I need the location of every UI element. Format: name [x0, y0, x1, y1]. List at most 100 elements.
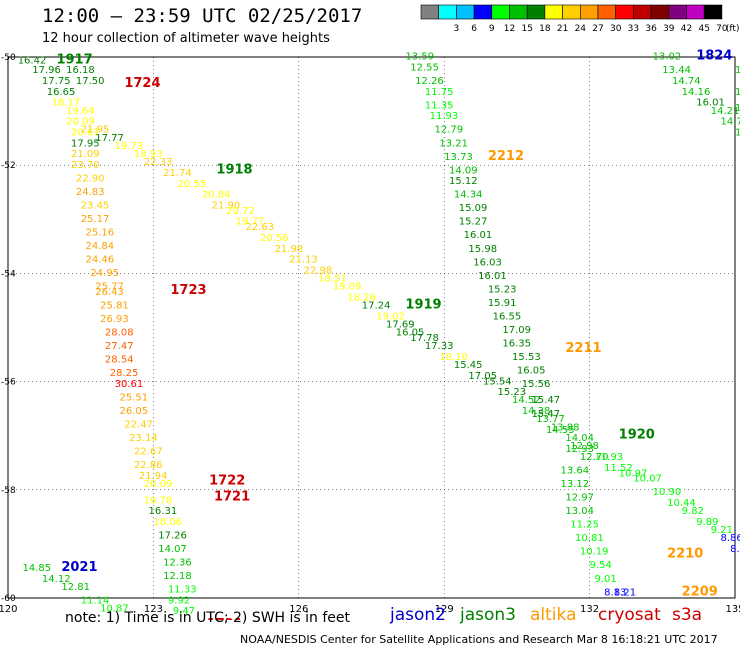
colorbar-label: 30	[610, 24, 622, 34]
swh-reading: 28.08	[105, 328, 134, 339]
swh-reading: 13.36	[735, 87, 740, 98]
swh-reading: 24.46	[86, 255, 115, 266]
swh-reading: 12.98	[570, 441, 599, 452]
swh-reading: 16.55	[493, 311, 522, 322]
swh-reading: 9.92	[168, 595, 190, 606]
colorbar-label: 6	[471, 24, 477, 34]
swh-reading: 15.12	[449, 176, 478, 187]
swh-reading: 22.98	[304, 265, 333, 276]
swh-reading: 11.14	[81, 595, 110, 606]
swh-reading: 11.93	[430, 111, 459, 122]
legend-altika: altika	[530, 605, 577, 625]
swh-reading: 21.90	[212, 200, 241, 211]
altimeter-map: 120 123 126 129 132 135 -50 -52 -54 -56 -58 -60 16.4…	[0, 49, 740, 620]
swh-reading: 14.85	[23, 563, 52, 574]
pass-time-label: 1721	[207, 617, 243, 620]
pass-time-label: 1724	[124, 76, 160, 91]
swh-reading: 21.94	[139, 471, 168, 482]
swh-reading: 23.70	[71, 160, 100, 171]
swh-reading: 24.95	[90, 268, 119, 279]
swh-reading: 17.33	[425, 341, 454, 352]
swh-reading: 16.01	[464, 230, 493, 241]
swh-reading: 13.64	[561, 466, 590, 477]
pass-time-label: 1824	[696, 49, 732, 64]
swh-reading: 8.21	[614, 587, 636, 598]
swh-reading: 17.96	[32, 65, 61, 76]
swh-reading: 18.26	[347, 292, 376, 303]
swh-reading: 16.65	[47, 87, 76, 98]
swh-reading: 13.12	[561, 479, 590, 490]
swh-reading: 21.98	[275, 244, 304, 255]
swh-reading: 21.74	[163, 168, 192, 179]
swh-reading: 26.05	[119, 406, 148, 417]
swh-reading: 17.75	[42, 76, 71, 87]
swh-reading: 19.02	[376, 311, 405, 322]
colorbar-label: 27	[592, 24, 603, 34]
swh-reading: 21.13	[289, 255, 318, 266]
swh-reading: 19.09	[333, 282, 362, 293]
swh-reading: 14.09	[449, 165, 478, 176]
swh-reading: 15.91	[488, 298, 517, 309]
swh-reading: 25.51	[119, 393, 148, 404]
pass-time-label: 1918	[216, 162, 252, 177]
swh-reading: 21.09	[71, 149, 100, 160]
swh-reading: 19.77	[236, 217, 265, 228]
swh-reading: 8.13	[604, 587, 626, 598]
swh-reading: 19.73	[115, 141, 144, 152]
swh-reading: 10.07	[633, 474, 662, 485]
swh-reading: 10.97	[619, 468, 648, 479]
swh-reading: 14.79	[720, 117, 740, 128]
swh-reading: 13.73	[444, 152, 473, 163]
swh-reading: 30.61	[115, 379, 144, 390]
colorbar-label: 3	[454, 24, 460, 34]
colorbar-label: 36	[645, 24, 657, 34]
swh-reading: 9.82	[682, 506, 704, 517]
swh-reading: 12.70	[580, 452, 609, 463]
lat-tick-label: -60	[1, 594, 16, 604]
colorbar-swatch	[703, 4, 723, 20]
lon-tick-label: 129	[435, 604, 454, 615]
lat-tick-label: -56	[1, 378, 16, 388]
swh-reading: 18.06	[153, 517, 182, 528]
swh-reading: 12.26	[415, 76, 444, 87]
lon-tick-label: 123	[144, 604, 163, 615]
swh-reading: 17.05	[468, 371, 497, 382]
swh-reading: 14.55	[546, 425, 575, 436]
swh-reading: 13.77	[536, 414, 565, 425]
colorbar-label: 24	[575, 24, 587, 34]
pass-time-label: 1722	[209, 473, 245, 488]
swh-reading: 14.52	[512, 395, 541, 406]
swh-reading: 12.36	[163, 558, 192, 569]
lat-tick-label: -54	[1, 269, 16, 279]
swh-reading: 19.64	[66, 106, 95, 117]
swh-reading: 10.19	[580, 547, 609, 558]
swh-reading: 20.72	[226, 206, 255, 217]
swh-reading: 13.59	[405, 52, 434, 63]
swh-reading: 22.86	[134, 460, 163, 471]
swh-reading: 15.09	[459, 203, 488, 214]
swh-reading: 20.55	[178, 179, 207, 190]
swh-reading: 8.86	[720, 533, 740, 544]
swh-reading: 14.35	[735, 65, 740, 76]
colorbar: 3 6 9 12 15 18 21 24 27 30 33 36 39 42 45 70(ft)	[420, 4, 739, 34]
swh-reading: 11.93	[594, 452, 623, 463]
swh-reading: 21.95	[81, 125, 110, 136]
swh-reading: 18.10	[439, 352, 468, 363]
swh-reading: 13.92	[735, 103, 740, 114]
page-title: 12:00 – 23:59 UTC 02/25/2017	[42, 5, 363, 27]
swh-reading: 13.88	[551, 422, 580, 433]
swh-reading: 22.33	[144, 157, 173, 168]
swh-reading: 27.47	[105, 341, 134, 352]
swh-reading: 15.56	[522, 379, 551, 390]
lat-tick-label: -50	[1, 53, 16, 63]
swh-reading: 14.85	[735, 127, 740, 138]
pass-time-label: 1920	[619, 427, 655, 442]
colorbar-label: 21	[557, 24, 568, 34]
swh-reading: 16.05	[396, 328, 425, 339]
pass-time-label: 1919	[405, 298, 441, 313]
swh-reading: 12.93	[565, 444, 594, 455]
swh-reading: 12.79	[435, 125, 464, 136]
swh-reading: 17.78	[410, 333, 439, 344]
colorbar-label: 42	[681, 24, 692, 34]
swh-reading: 16.01	[478, 271, 507, 282]
